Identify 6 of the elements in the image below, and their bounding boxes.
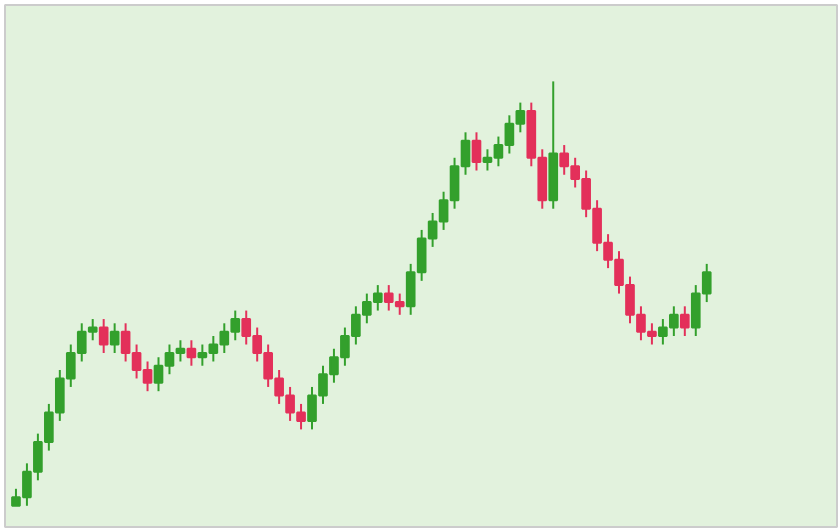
candlestick: [109, 322, 120, 354]
candlestick: [471, 131, 482, 172]
candlestick: [679, 305, 690, 338]
candlestick: [548, 80, 559, 210]
candlestick: [186, 339, 197, 367]
candlestick: [98, 318, 109, 354]
